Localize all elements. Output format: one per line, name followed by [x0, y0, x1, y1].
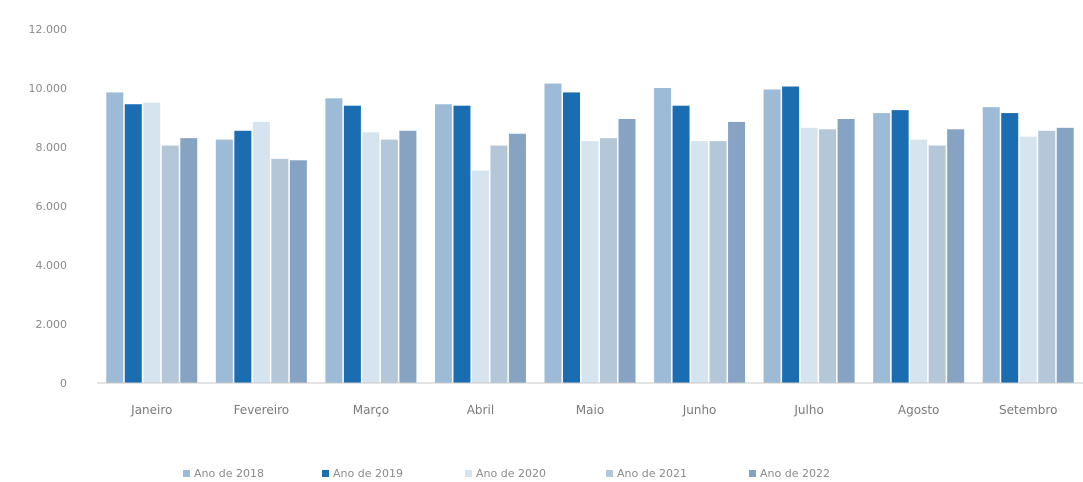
legend-label: Ano de 2021 [617, 467, 687, 480]
legend-item: Ano de 2022 [749, 467, 830, 480]
x-axis: Janeiro Fevereiro Março Abril Maio Junho Julho… [97, 382, 1083, 417]
bar [728, 121, 746, 384]
x-tick-label: Fevereiro [234, 403, 290, 417]
bar [325, 98, 343, 383]
x-tick-label: Julho [793, 403, 823, 417]
bar [289, 160, 307, 383]
x-tick-label: Abril [467, 403, 494, 417]
bar [654, 88, 672, 383]
y-tick-label: 6.000 [36, 200, 68, 213]
bar [1001, 113, 1019, 383]
y-tick-label: 10.000 [29, 82, 68, 95]
x-tick-label: Agosto [898, 403, 939, 417]
legend-item: Ano de 2018 [183, 467, 264, 480]
bar [343, 105, 361, 383]
bar [618, 118, 636, 383]
bar [873, 113, 891, 383]
bar [800, 127, 818, 383]
bar [508, 133, 526, 383]
bar [837, 118, 855, 383]
legend-label: Ano de 2019 [333, 467, 403, 480]
bar [362, 132, 380, 383]
bar [380, 139, 398, 383]
bar [106, 92, 124, 384]
bar [434, 104, 452, 383]
bar [563, 92, 580, 384]
legend-label: Ano de 2020 [476, 467, 546, 480]
legend-label: Ano de 2022 [760, 467, 830, 480]
legend-item: Ano de 2021 [606, 467, 687, 480]
y-tick-label: 4.000 [36, 259, 68, 272]
bar [471, 170, 489, 383]
bar [600, 138, 617, 383]
bar [215, 139, 233, 383]
bars [106, 83, 1074, 384]
x-tick-label: Junho [682, 403, 717, 417]
bar [399, 130, 417, 383]
bar [143, 102, 161, 383]
legend-swatch [183, 470, 190, 477]
bar [928, 145, 946, 383]
bar [709, 141, 727, 383]
legend-item: Ano de 2019 [322, 467, 403, 480]
y-tick-label: 8.000 [36, 141, 68, 154]
x-tick-label: Março [353, 403, 389, 417]
bar [124, 104, 142, 383]
legend-swatch [606, 470, 613, 477]
bar [947, 129, 965, 383]
y-axis: 0 2.000 4.000 6.000 8.000 10.000 12.000 [29, 23, 68, 390]
bar [763, 89, 781, 383]
bar [1019, 136, 1037, 383]
legend: Ano de 2018 Ano de 2019 Ano de 2020 Ano de … [183, 467, 830, 480]
bar [891, 110, 909, 383]
bar [180, 138, 198, 383]
legend-item: Ano de 2020 [465, 467, 546, 480]
bar [910, 139, 928, 383]
bar [544, 83, 562, 383]
bar [1056, 127, 1074, 383]
bar [234, 130, 252, 383]
legend-swatch [465, 470, 472, 477]
legend-swatch [749, 470, 756, 477]
x-tick-label: Setembro [999, 403, 1057, 417]
y-tick-label: 2.000 [36, 318, 68, 331]
bar [453, 105, 471, 383]
legend-label: Ano de 2018 [194, 467, 264, 480]
bar [490, 145, 508, 383]
bar [581, 141, 599, 383]
bar [252, 121, 270, 384]
x-tick-label: Maio [576, 403, 604, 417]
x-tick-label: Janeiro [130, 403, 172, 417]
y-tick-label: 12.000 [29, 23, 68, 36]
legend-swatch [322, 470, 329, 477]
y-tick-label: 0 [60, 377, 67, 390]
bar [782, 86, 800, 384]
bar [1038, 130, 1056, 383]
bar [161, 145, 179, 383]
bar [271, 158, 289, 383]
bar [982, 107, 1000, 384]
bar [819, 129, 837, 383]
bar [672, 105, 690, 383]
bar [691, 141, 709, 383]
